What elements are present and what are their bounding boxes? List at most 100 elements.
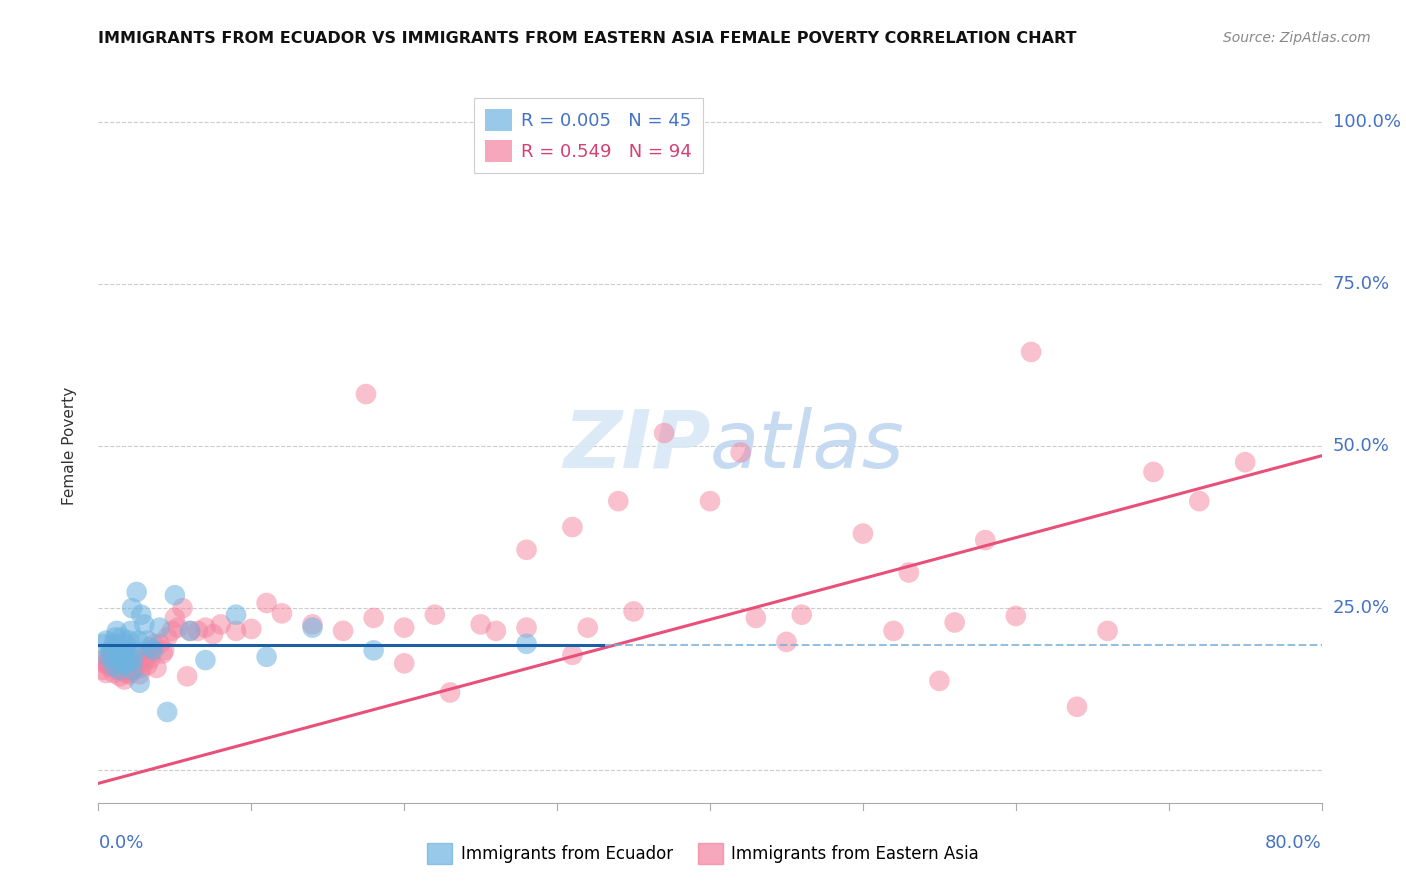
Point <box>103 666 125 681</box>
Point <box>883 624 905 638</box>
Text: atlas: atlas <box>710 407 905 485</box>
Point <box>124 643 146 657</box>
Point <box>129 661 152 675</box>
Point <box>179 624 201 638</box>
Point <box>115 637 138 651</box>
Point <box>110 649 132 664</box>
Point <box>163 588 186 602</box>
Point <box>112 643 135 657</box>
Point <box>852 526 875 541</box>
Text: 0.0%: 0.0% <box>98 834 143 852</box>
Point <box>93 657 115 671</box>
Point <box>100 653 122 667</box>
Point <box>105 653 128 667</box>
Point <box>160 624 183 638</box>
Point <box>125 585 148 599</box>
Point <box>167 621 190 635</box>
Point <box>128 675 150 690</box>
Point <box>125 659 148 673</box>
Point <box>607 494 630 508</box>
Point <box>91 637 114 651</box>
Point <box>730 445 752 459</box>
Point <box>142 643 165 657</box>
Point <box>134 654 156 668</box>
Point <box>136 658 159 673</box>
Point <box>897 566 920 580</box>
Text: ZIP: ZIP <box>562 407 710 485</box>
Point <box>111 649 134 664</box>
Point <box>121 663 143 677</box>
Point <box>107 647 129 661</box>
Y-axis label: Female Poverty: Female Poverty <box>62 387 77 505</box>
Point <box>135 649 157 664</box>
Point <box>439 685 461 699</box>
Point <box>928 673 950 688</box>
Point <box>94 666 117 681</box>
Point <box>516 637 538 651</box>
Point <box>145 661 167 675</box>
Point <box>745 611 768 625</box>
Point <box>156 631 179 645</box>
Point <box>125 649 148 664</box>
Point <box>115 666 138 681</box>
Point <box>179 624 201 638</box>
Point <box>187 624 209 638</box>
Point <box>122 661 145 675</box>
Point <box>775 635 797 649</box>
Point <box>1066 699 1088 714</box>
Point <box>136 633 159 648</box>
Text: Source: ZipAtlas.com: Source: ZipAtlas.com <box>1223 31 1371 45</box>
Point <box>108 669 131 683</box>
Point <box>516 542 538 557</box>
Point <box>103 637 125 651</box>
Point <box>256 596 278 610</box>
Point <box>121 665 143 679</box>
Text: 75.0%: 75.0% <box>1333 275 1391 293</box>
Point <box>202 627 225 641</box>
Point <box>115 657 138 671</box>
Point <box>118 657 141 671</box>
Point <box>176 669 198 683</box>
Point <box>121 601 143 615</box>
Point <box>699 494 721 508</box>
Point <box>301 621 323 635</box>
Text: 50.0%: 50.0% <box>1333 437 1389 455</box>
Point <box>652 425 675 440</box>
Point <box>100 647 122 661</box>
Point <box>209 617 232 632</box>
Point <box>127 633 149 648</box>
Point <box>163 611 186 625</box>
Point <box>105 624 128 638</box>
Point <box>118 658 141 673</box>
Point <box>104 659 127 673</box>
Point <box>470 617 492 632</box>
Point <box>103 649 125 664</box>
Point <box>97 657 120 671</box>
Point <box>561 648 583 662</box>
Point <box>943 615 966 630</box>
Point <box>90 653 112 667</box>
Point <box>156 705 179 719</box>
Point <box>256 649 278 664</box>
Point <box>149 637 172 651</box>
Legend: Immigrants from Ecuador, Immigrants from Eastern Asia: Immigrants from Ecuador, Immigrants from… <box>420 837 986 871</box>
Point <box>392 621 416 635</box>
Point <box>139 652 162 666</box>
Point <box>107 637 129 651</box>
Point <box>107 663 129 677</box>
Point <box>110 657 132 671</box>
Point <box>790 607 813 622</box>
Point <box>392 657 416 671</box>
Point <box>516 621 538 635</box>
Point <box>128 667 150 681</box>
Point <box>122 653 145 667</box>
Point <box>152 647 174 661</box>
Point <box>101 657 124 671</box>
Point <box>91 663 114 677</box>
Point <box>194 653 217 667</box>
Point <box>107 653 129 667</box>
Point <box>240 622 263 636</box>
Point <box>270 607 292 621</box>
Point <box>363 611 385 625</box>
Point <box>110 631 132 645</box>
